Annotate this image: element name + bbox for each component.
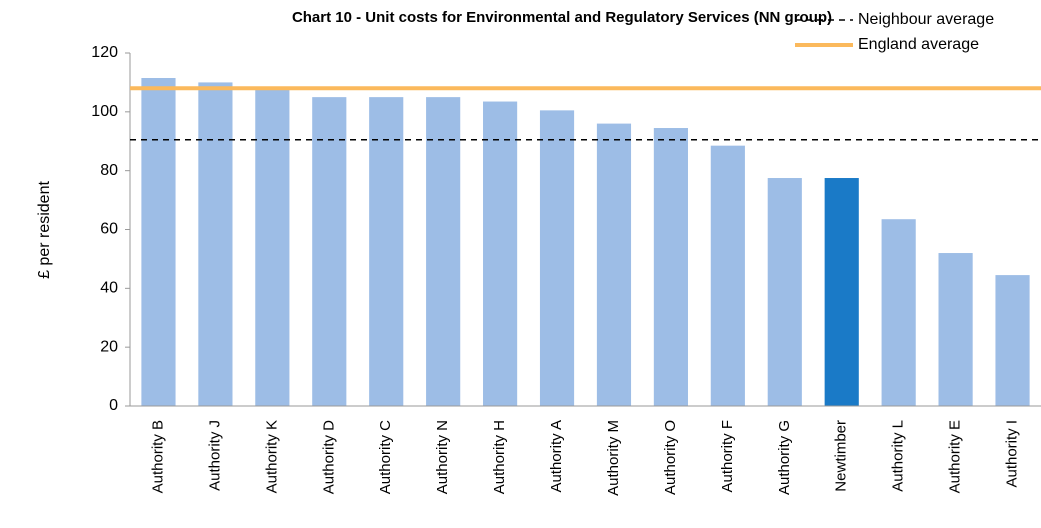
- x-tick-label: Authority C: [377, 420, 394, 494]
- x-tick-label: Authority L: [890, 420, 907, 492]
- bar: [312, 97, 347, 406]
- y-tick-label: 0: [109, 397, 118, 414]
- x-tick-label: Newtimber: [833, 420, 850, 492]
- x-tick-label: Authority E: [947, 420, 964, 493]
- bar: [426, 97, 461, 406]
- y-tick-label: 20: [100, 338, 118, 355]
- x-tick-label: Authority M: [605, 420, 622, 496]
- bar: [938, 253, 973, 406]
- legend-label: England average: [858, 36, 979, 53]
- y-tick-label: 100: [91, 103, 118, 120]
- bar: [198, 82, 233, 407]
- bar: [539, 110, 575, 407]
- x-tick-label: Authority N: [434, 420, 451, 494]
- bar: [369, 97, 404, 406]
- x-tick-label: Authority D: [320, 420, 337, 494]
- x-tick-label: Authority I: [1004, 420, 1021, 488]
- y-tick-label: 60: [100, 221, 118, 238]
- x-tick-label: Authority J: [206, 420, 223, 491]
- y-tick-label: 80: [100, 162, 118, 179]
- bar: [710, 145, 745, 406]
- bar: [653, 128, 688, 406]
- y-axis-label: £ per resident: [36, 181, 53, 279]
- y-tick-label: 120: [91, 44, 118, 61]
- x-tick-label: Authority A: [548, 420, 565, 493]
- bar: [483, 101, 518, 406]
- bar: [767, 178, 802, 406]
- x-tick-label: Authority O: [662, 420, 679, 495]
- bar: [995, 275, 1030, 406]
- bar: [824, 178, 859, 406]
- x-tick-label: Authority F: [719, 420, 736, 493]
- bar: [141, 78, 176, 407]
- chart-title: Chart 10 - Unit costs for Environmental …: [292, 9, 832, 26]
- x-tick-label: Authority K: [263, 420, 280, 493]
- x-tick-label: Authority G: [776, 420, 793, 495]
- bar: [596, 123, 632, 406]
- bar: [881, 219, 916, 406]
- x-tick-label: Authority B: [149, 420, 166, 493]
- legend-label: Neighbour average: [858, 11, 994, 28]
- x-tick-label: Authority H: [491, 420, 508, 494]
- bar: [255, 88, 290, 407]
- y-tick-label: 40: [100, 280, 118, 297]
